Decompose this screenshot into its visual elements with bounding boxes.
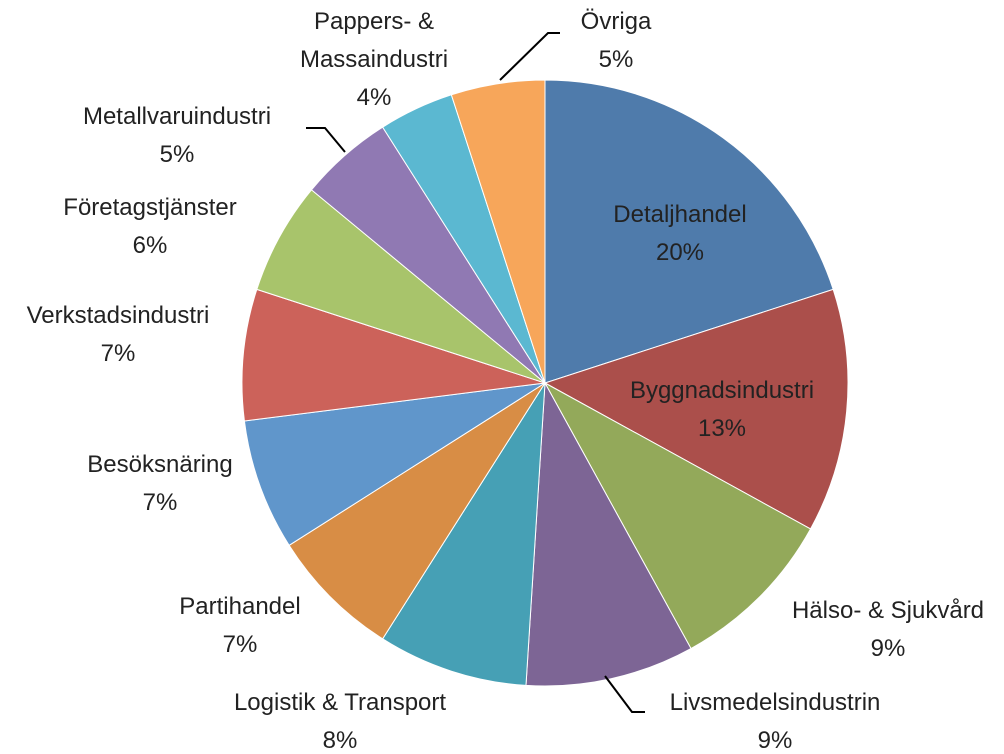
pie-slice: [543, 288, 849, 530]
slice-label: Företagstjänster 6%: [63, 189, 236, 265]
slice-label: Logistik & Transport 8%: [234, 684, 446, 754]
slice-label: Byggnadsindustri 13%: [630, 372, 814, 448]
slice-label: Verkstadsindustri 7%: [27, 297, 210, 373]
value-label: 4%: [356, 84, 392, 111]
slice-label: Hälso- & Sjukvård 9%: [792, 592, 984, 668]
category-label: Byggnadsindustri: [629, 377, 815, 404]
value-label: 9%: [870, 635, 906, 662]
category-label: Partihandel: [179, 593, 301, 620]
pie-slice: [243, 382, 546, 547]
slice-label: Pappers- & Massaindustri 4%: [274, 3, 474, 117]
category-label: Detaljhandel: [613, 201, 747, 228]
pie-slice: [450, 79, 546, 384]
value-label: 7%: [142, 489, 178, 516]
pie-slice: [381, 382, 546, 686]
category-label: Metallvaruindustri: [82, 103, 272, 130]
pie-slice: [543, 381, 812, 650]
category-label: Hälso- & Sjukvård: [791, 597, 985, 624]
value-label: 7%: [100, 340, 136, 367]
pie-slice: [525, 381, 692, 687]
category-label: Verkstadsindustri: [26, 302, 210, 329]
category-label: Livsmedelsindustrin: [669, 689, 881, 716]
category-label: Företagstjänster: [63, 194, 237, 221]
pie-slice: [288, 382, 546, 640]
value-label: 7%: [222, 631, 258, 658]
pie-slice: [544, 79, 834, 384]
slice-label: Partihandel 7%: [179, 588, 300, 664]
value-label: 8%: [322, 727, 358, 754]
category-label: Logistik & Transport: [233, 689, 447, 716]
slice-label: Övriga 5%: [581, 3, 652, 79]
value-label: 20%: [655, 239, 705, 266]
pie-slice: [241, 288, 546, 422]
slice-label: Livsmedelsindustrin 9%: [670, 684, 881, 754]
slice-label: Detaljhandel 20%: [613, 196, 746, 272]
value-label: 9%: [757, 727, 793, 754]
category-label: Övriga: [580, 8, 652, 35]
value-label: 6%: [132, 232, 168, 259]
slice-label: Besöksnäring 7%: [87, 446, 232, 522]
leader-line: [604, 675, 645, 713]
leader-line: [306, 127, 346, 153]
value-label: 5%: [598, 46, 634, 73]
category-label: Pappers- & Massaindustri: [299, 8, 449, 73]
leader-line: [499, 32, 560, 81]
category-label: Besöksnäring: [87, 451, 233, 478]
value-label: 5%: [159, 141, 195, 168]
slice-label: Metallvaruindustri 5%: [83, 98, 271, 174]
value-label: 13%: [697, 415, 747, 442]
